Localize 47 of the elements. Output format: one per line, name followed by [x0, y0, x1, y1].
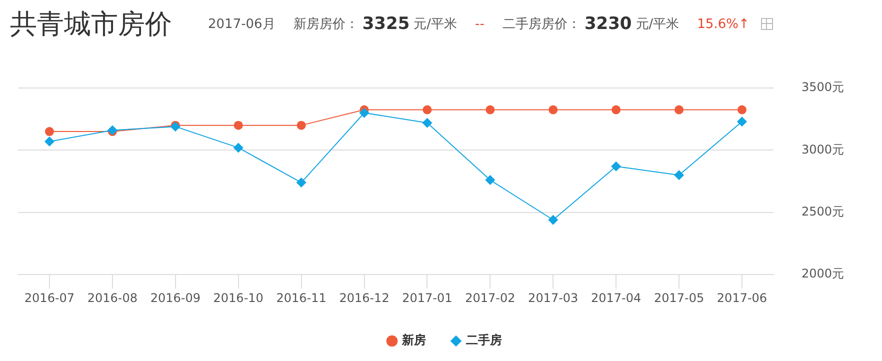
- text: 3325: [362, 14, 410, 34]
- point: [233, 142, 244, 153]
- point: [612, 105, 621, 114]
- text: 元/平米: [636, 16, 680, 33]
- point: [548, 214, 558, 225]
- point: [44, 136, 54, 146]
- text: 新房房价：: [293, 16, 358, 33]
- point: [296, 178, 306, 188]
- text: --: [475, 16, 484, 32]
- x-tick-label: 2016-11: [276, 290, 326, 305]
- point: [611, 161, 622, 172]
- point: [44, 127, 54, 136]
- point: [674, 170, 684, 180]
- text: 3230: [584, 14, 632, 34]
- legend-label: 新房: [401, 333, 426, 348]
- x-tick-label: 2017-05: [654, 290, 704, 305]
- x-tick-label: 2017-03: [528, 290, 578, 305]
- point: [234, 120, 243, 130]
- x-tick-label: 2016-10: [213, 290, 264, 305]
- point: [736, 116, 747, 127]
- x-tick-label: 2017-04: [591, 290, 642, 305]
- x-tick-label: 2017-02: [465, 290, 516, 305]
- x-tick-label: 2017-06: [716, 290, 768, 305]
- x-tick-label: 2016-09: [150, 290, 200, 305]
- point: [737, 105, 746, 114]
- text: 元/平米: [414, 16, 458, 33]
- y-tick-label: 2500元: [801, 204, 844, 219]
- point: [486, 105, 495, 114]
- y-tick-label: 3500元: [801, 80, 844, 94]
- y-tick-label: 2000元: [801, 266, 844, 281]
- x-tick-label: 2017-01: [402, 290, 452, 305]
- chart-title: 共青城市房价: [10, 8, 172, 42]
- text: 二手房房价：: [502, 16, 580, 33]
- point: [422, 105, 432, 114]
- point: [422, 118, 432, 128]
- y-tick-label: 3000元: [801, 142, 844, 156]
- point: [674, 105, 684, 114]
- point: [548, 105, 558, 114]
- x-tick-label: 2016-08: [87, 290, 138, 305]
- x-tick-label: 2016-07: [24, 290, 75, 305]
- point: [296, 120, 306, 130]
- text: 15.6%↑: [697, 16, 750, 32]
- text: 2017-06月: [208, 16, 276, 33]
- point: [485, 175, 496, 186]
- point: [359, 108, 370, 118]
- x-tick-label: 2016-12: [339, 290, 390, 305]
- legend-label: 二手房: [466, 333, 502, 348]
